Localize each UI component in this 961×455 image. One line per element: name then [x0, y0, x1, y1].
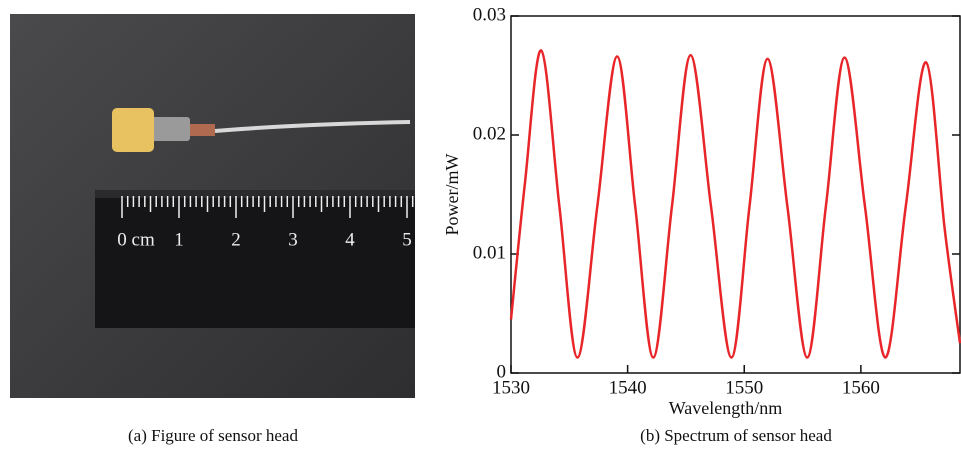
x-tick-label: 1530: [492, 377, 530, 398]
y-tick-label: 0.03: [473, 4, 506, 25]
y-tick-label: 0: [497, 361, 507, 382]
x-tick-label: 1550: [725, 377, 763, 398]
ruler-label: 3: [288, 229, 298, 250]
x-axis-label: Wavelength/nm: [669, 398, 783, 418]
ruler-label: 5: [402, 229, 412, 250]
y-tick-label: 0.02: [473, 123, 506, 144]
y-axis-label: Power/mW: [442, 153, 462, 235]
photo: 0 cm 1 2 3 4 5: [10, 14, 415, 398]
x-tick-label: 1540: [609, 377, 647, 398]
spectrum-line: [509, 49, 961, 359]
caption: (a) Figure of sensor head: [128, 426, 298, 445]
x-tick-label: 1560: [842, 377, 880, 398]
ruler-label: 1: [174, 229, 184, 250]
ruler-label: 2: [231, 229, 241, 250]
ruler-label: 0 cm: [117, 229, 155, 250]
caption: (b) Spectrum of sensor head: [640, 426, 832, 445]
ruler-label: 4: [345, 229, 355, 250]
y-tick-label: 0.01: [473, 242, 506, 263]
plot-frame: [510, 15, 961, 374]
